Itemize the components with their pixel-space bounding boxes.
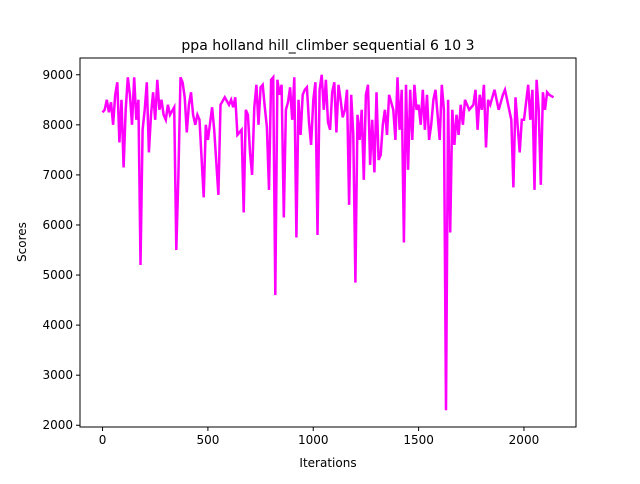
y-tick-label: 9000	[42, 68, 73, 82]
x-tick-label: 500	[196, 433, 219, 447]
x-tick-label: 0	[99, 433, 107, 447]
series-line	[101, 73, 555, 411]
x-tick-label: 1000	[298, 433, 329, 447]
x-axis-label: Iterations	[299, 456, 356, 470]
x-tick-label: 1500	[403, 433, 434, 447]
y-tick-label: 6000	[42, 218, 73, 232]
y-tick-label: 5000	[42, 268, 73, 282]
plot-frame	[79, 57, 577, 428]
y-axis-label: Scores	[15, 222, 29, 262]
y-tick-label: 8000	[42, 118, 73, 132]
chart-title: ppa holland hill_climber sequential 6 10…	[181, 38, 474, 54]
x-tick-label: 2000	[509, 433, 540, 447]
y-tick-label: 7000	[42, 168, 73, 182]
y-tick-label: 2000	[42, 418, 73, 432]
y-tick-label: 4000	[42, 318, 73, 332]
y-tick-label: 3000	[42, 368, 73, 382]
